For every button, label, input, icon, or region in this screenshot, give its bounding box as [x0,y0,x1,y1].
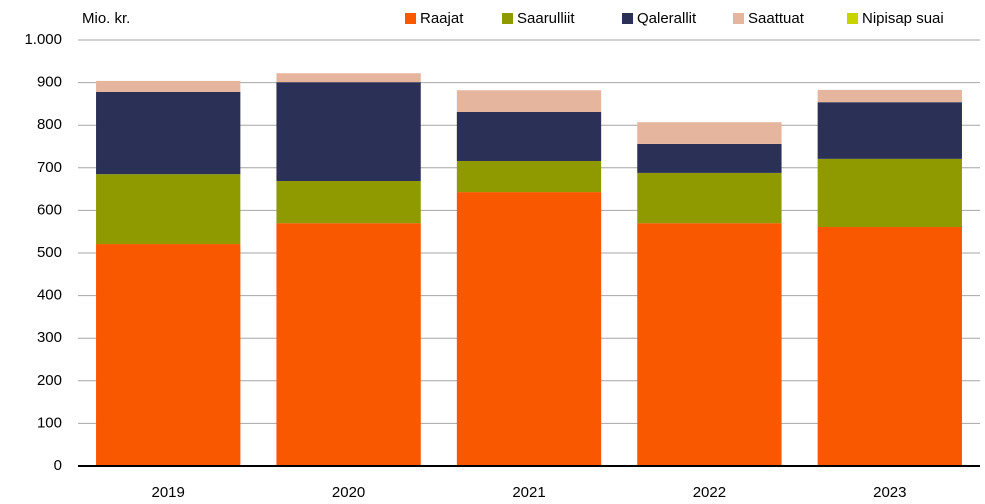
legend-label: Saarulliit [517,10,575,27]
bar-segment [276,73,421,83]
x-tick-label: 2021 [512,484,545,501]
legend-label: Nipisap suai [862,10,944,27]
bar-segment [637,223,782,466]
bar-segment [637,122,782,144]
y-tick-label: 800 [37,116,62,133]
legend-swatch [733,13,744,24]
y-tick-label: 500 [37,244,62,261]
x-tick-label: 2019 [152,484,185,501]
bar-segment [637,172,782,224]
bar-segment [96,174,241,245]
bar-segment [456,90,602,112]
bar-segment [276,223,421,466]
legend-label: Raajat [420,10,464,27]
y-tick-label: 900 [37,74,62,91]
bar-segment [276,181,421,224]
y-tick-label: 1.000 [24,31,62,48]
bar-segment [456,111,602,161]
bar-segment [96,80,241,92]
y-tick-label: 200 [37,372,62,389]
y-tick-label: 600 [37,201,62,218]
bar-segment [817,227,962,466]
bar-segment [817,158,962,228]
y-axis-label: Mio. kr. [82,10,130,27]
x-tick-label: 2023 [873,484,906,501]
bar-segment [456,192,602,466]
y-tick-label: 100 [37,414,62,431]
bar-segment [456,160,602,193]
x-tick-label: 2020 [332,484,365,501]
bar-segment [817,89,962,103]
x-tick-label: 2022 [693,484,726,501]
y-tick-label: 300 [37,329,62,346]
bar-segment [817,102,962,159]
legend-label: Qalerallit [637,10,697,27]
legend-label: Saattuat [748,10,805,27]
bar-segment [637,143,782,173]
legend-swatch [847,13,858,24]
bar-segment [96,244,241,466]
bar-segment [276,82,421,182]
legend-swatch [405,13,416,24]
y-tick-label: 700 [37,159,62,176]
y-tick-label: 0 [54,457,62,474]
legend-swatch [622,13,633,24]
y-tick-label: 400 [37,287,62,304]
legend-swatch [502,13,513,24]
bar-segment [96,91,241,175]
